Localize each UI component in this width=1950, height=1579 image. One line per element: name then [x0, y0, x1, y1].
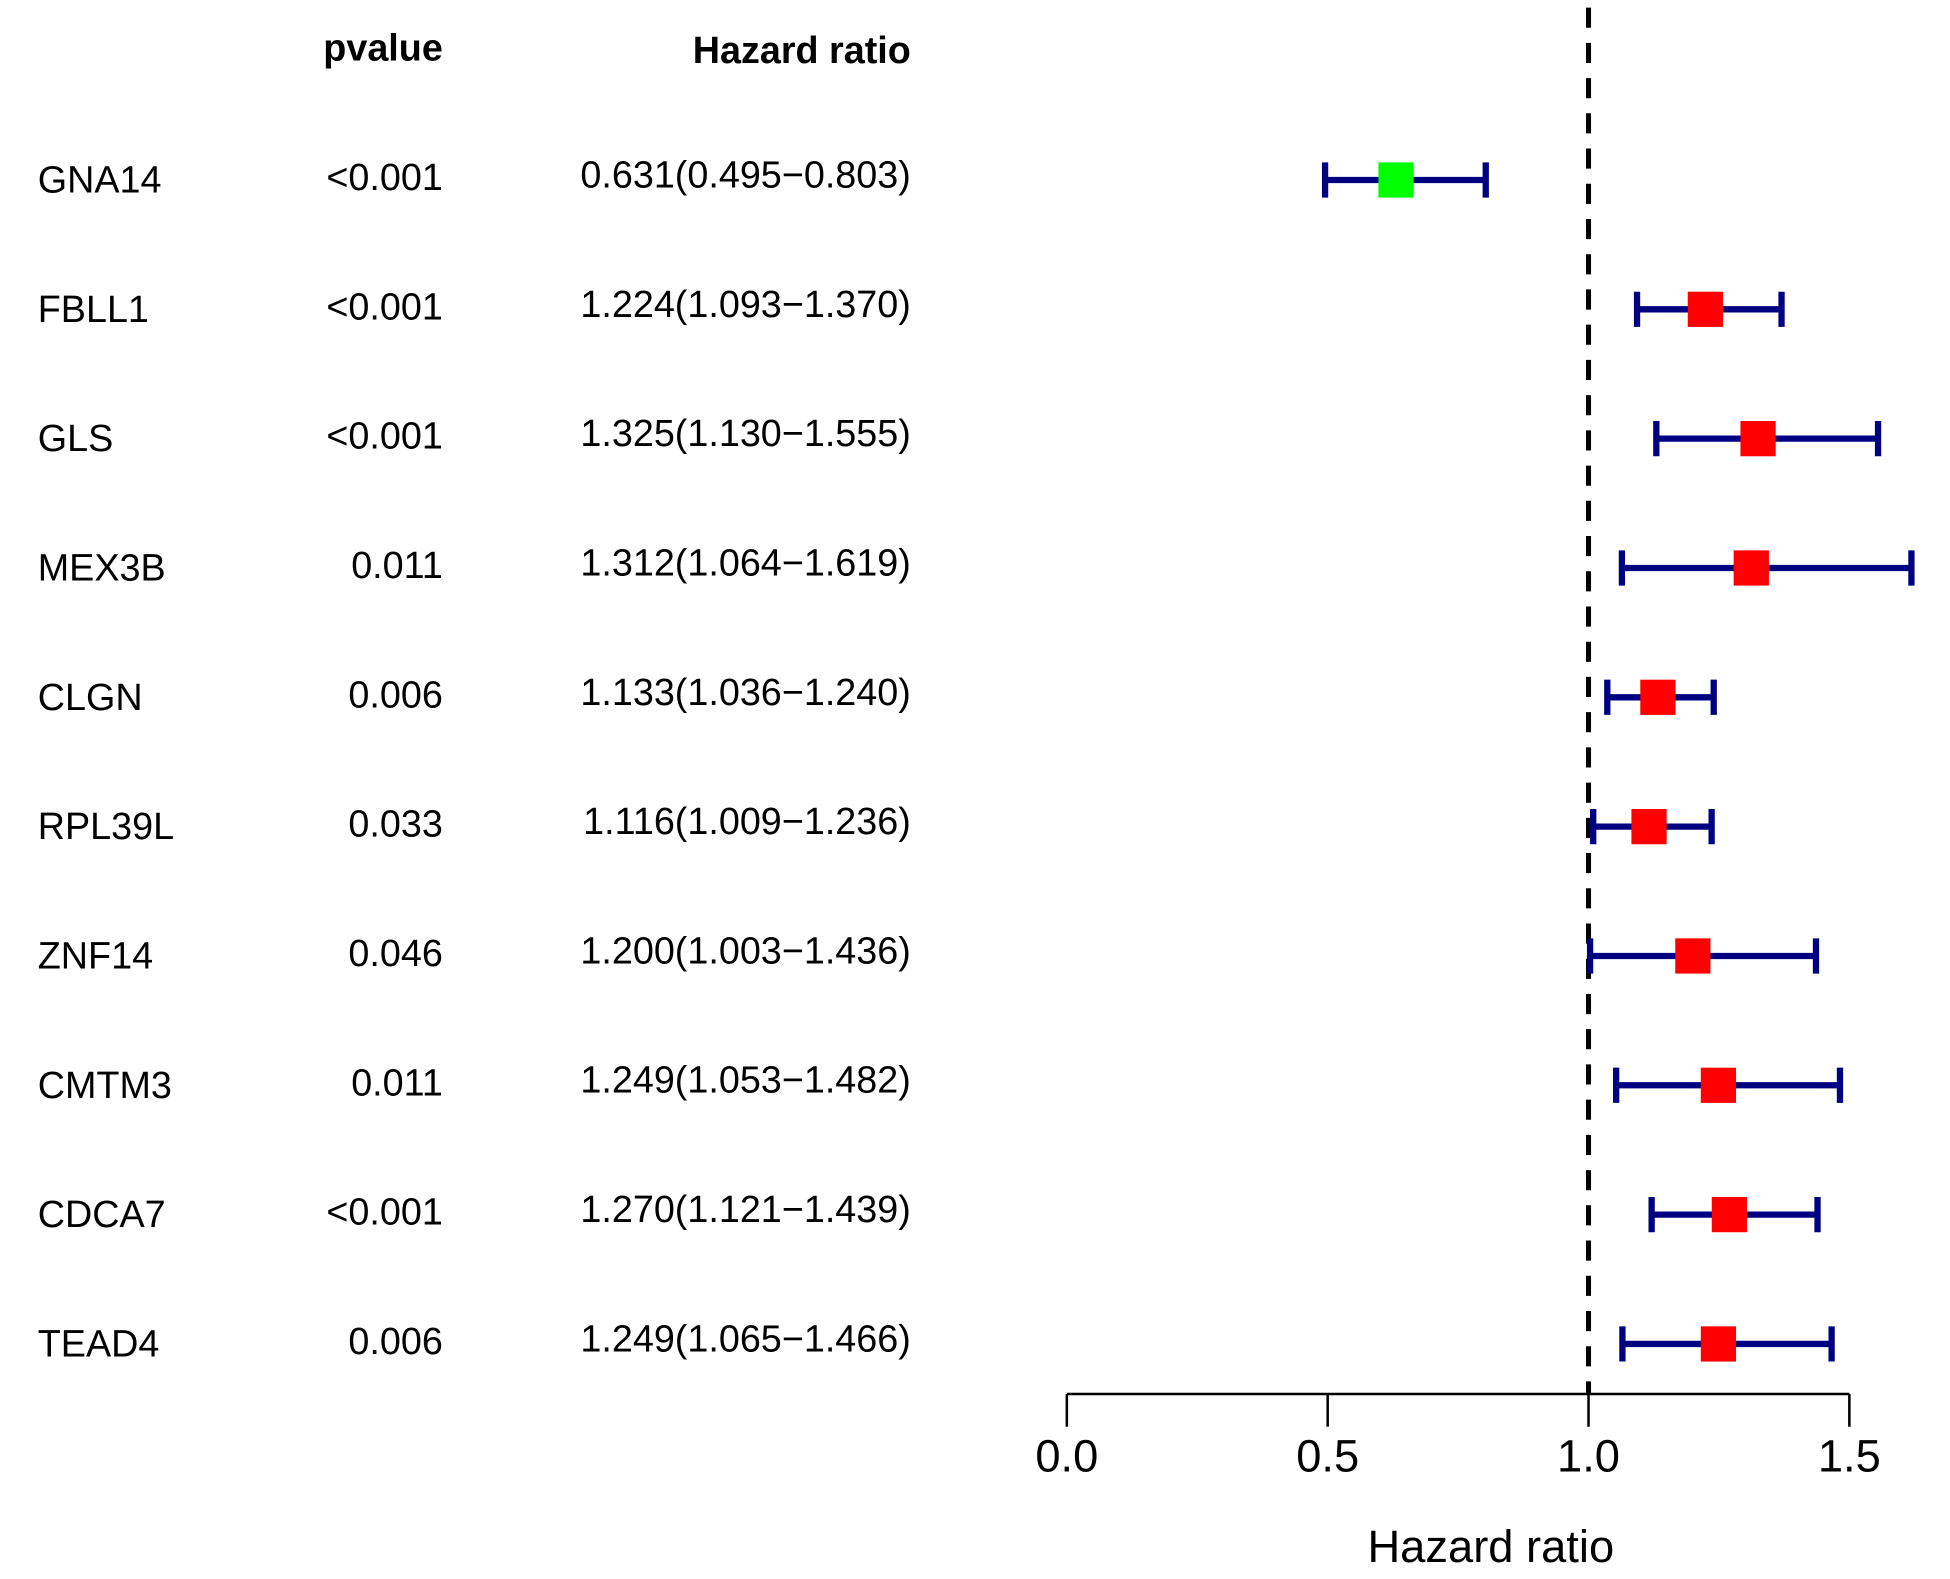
hazard-ratio-point: [1378, 162, 1414, 198]
pvalue-label: <0.001: [326, 415, 442, 457]
column-header: pvalue: [323, 26, 443, 68]
gene-label: CMTM3: [38, 1064, 172, 1106]
x-tick-label: 0.0: [1035, 1430, 1098, 1481]
gene-label: MEX3B: [38, 546, 166, 588]
gene-label: CLGN: [38, 676, 143, 718]
hazard-ratio-point: [1711, 1197, 1747, 1233]
pvalue-label: <0.001: [326, 285, 442, 327]
gene-label: CDCA7: [38, 1193, 166, 1235]
gene-label: GLS: [38, 417, 114, 459]
gene-label: ZNF14: [38, 934, 153, 976]
hazard-ratio-point: [1687, 291, 1723, 327]
pvalue-label: 0.033: [348, 803, 442, 845]
hazard-ratio-label: 1.249(1.053−1.482): [580, 1059, 910, 1101]
hazard-ratio-label: 1.224(1.093−1.370): [580, 283, 910, 325]
gene-label: FBLL1: [38, 288, 149, 330]
hazard-ratio-label: 0.631(0.495−0.803): [580, 153, 910, 195]
pvalue-label: <0.001: [326, 1191, 442, 1233]
hazard-ratio-label: 1.312(1.064−1.619): [580, 541, 910, 583]
hazard-ratio-point: [1631, 809, 1667, 845]
pvalue-label: 0.046: [348, 932, 442, 974]
pvalue-label: 0.011: [351, 544, 443, 586]
x-tick-label: 0.5: [1296, 1430, 1359, 1481]
gene-label: GNA14: [38, 158, 162, 200]
hazard-ratio-point: [1700, 1326, 1737, 1362]
hazard-ratio-point: [1640, 679, 1676, 715]
hazard-ratio-label: 1.116(1.009−1.236): [583, 800, 911, 842]
hazard-ratio-point: [1700, 1067, 1737, 1103]
hazard-ratio-label: 1.325(1.130−1.555): [580, 412, 910, 454]
hazard-ratio-label: 1.200(1.003−1.436): [580, 929, 910, 971]
pvalue-label: 0.006: [348, 1320, 442, 1362]
hazard-ratio-point: [1740, 421, 1776, 457]
hazard-ratio-point: [1733, 550, 1769, 586]
column-header: Hazard ratio: [693, 29, 911, 71]
pvalue-label: 0.006: [348, 673, 442, 715]
gene-label: RPL39L: [38, 805, 174, 847]
x-tick-label: 1.0: [1557, 1430, 1620, 1481]
hazard-ratio-point: [1675, 938, 1711, 974]
gene-label: TEAD4: [38, 1322, 160, 1364]
pvalue-label: 0.011: [351, 1061, 443, 1103]
x-axis-title: Hazard ratio: [1367, 1521, 1614, 1572]
hazard-ratio-label: 1.270(1.121−1.439): [580, 1188, 910, 1230]
pvalue-label: <0.001: [326, 156, 442, 198]
hazard-ratio-label: 1.249(1.065−1.466): [580, 1317, 910, 1359]
x-tick-label: 1.5: [1818, 1430, 1881, 1481]
hazard-ratio-label: 1.133(1.036−1.240): [580, 671, 910, 713]
